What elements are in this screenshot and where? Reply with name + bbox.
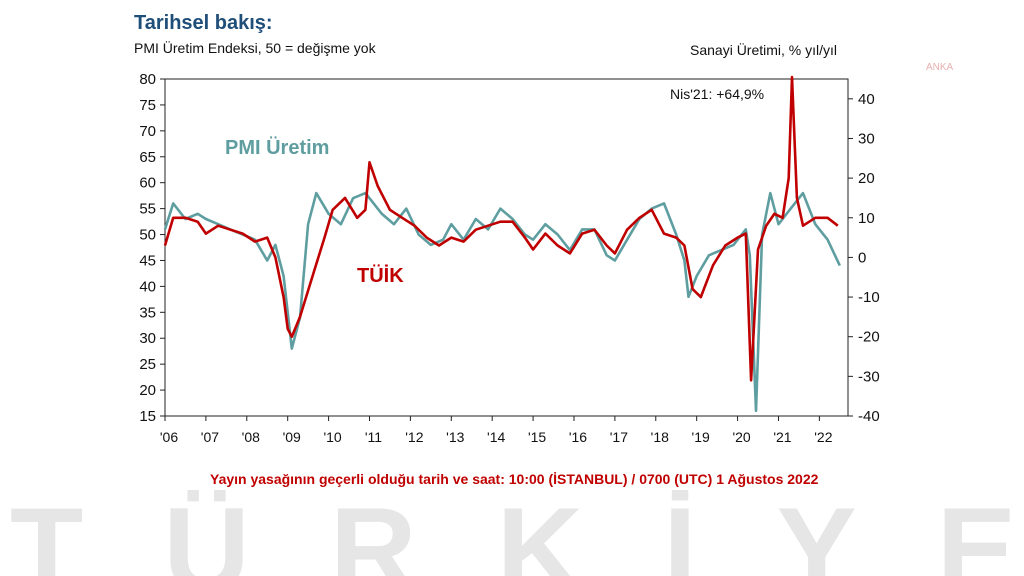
right-tick-label: 20	[858, 170, 875, 187]
left-tick-label: 55	[139, 201, 156, 218]
right-axis-title: Sanayi Üretimi, % yıl/yıl	[690, 42, 838, 58]
left-tick-label: 75	[139, 97, 156, 114]
left-axis-title: PMI Üretim Endeksi, 50 = değişme yok	[134, 40, 376, 56]
x-tick-label: '18	[651, 429, 669, 445]
plot-frame	[164, 78, 849, 417]
x-tick-label: '11	[365, 429, 382, 445]
right-tick-label: -10	[858, 289, 880, 306]
background-watermark: TÜRKİYE	[10, 490, 1024, 576]
series-label-tuik: TÜİK	[357, 264, 404, 287]
x-tick-label: '14	[487, 429, 505, 445]
chart-title: Tarihsel bakış:	[134, 12, 273, 34]
left-tick-label: 30	[139, 330, 156, 347]
x-tick-label: '10	[323, 429, 341, 445]
left-tick-label: 65	[139, 149, 156, 166]
x-tick-label: '15	[528, 429, 546, 445]
left-tick-label: 20	[139, 382, 156, 399]
left-tick-label: 45	[139, 252, 156, 269]
left-tick-label: 70	[139, 123, 156, 140]
right-tick-label: 0	[858, 249, 866, 266]
x-tick-label: '16	[569, 429, 587, 445]
left-tick-label: 35	[139, 304, 156, 321]
left-tick-label: 80	[139, 71, 156, 88]
right-tick-label: -40	[858, 408, 880, 425]
x-tick-label: '08	[242, 429, 260, 445]
x-tick-label: '21	[773, 429, 791, 445]
x-tick-label: '07	[201, 429, 219, 445]
x-tick-label: '20	[732, 429, 750, 445]
series-line-tuik	[163, 75, 839, 382]
x-tick-label: '17	[610, 429, 628, 445]
left-tick-label: 15	[139, 408, 156, 425]
left-tick-label: 50	[139, 227, 156, 244]
brand-logo: ANKA	[926, 62, 954, 73]
right-tick-label: -20	[858, 329, 880, 346]
series-line-pmi	[163, 191, 841, 413]
x-tick-label: '06	[160, 429, 178, 445]
x-tick-label: '22	[814, 429, 832, 445]
left-tick-label: 25	[139, 356, 156, 373]
right-tick-label: 40	[858, 91, 875, 108]
series-label-pmi: PMI Üretim	[225, 136, 329, 159]
left-tick-label: 40	[139, 278, 156, 295]
peak-annotation: Nis'21: +64,9%	[670, 86, 764, 102]
right-tick-label: 10	[858, 210, 875, 227]
x-tick-label: '09	[283, 429, 301, 445]
right-tick-label: 30	[858, 130, 875, 147]
right-tick-label: -30	[858, 368, 880, 385]
x-tick-label: '13	[446, 429, 464, 445]
embargo-footer: Yayın yasağının geçerli olduğu tarih ve …	[210, 471, 819, 487]
left-tick-label: 60	[139, 175, 156, 192]
x-tick-label: '19	[692, 429, 710, 445]
x-tick-label: '12	[405, 429, 423, 445]
